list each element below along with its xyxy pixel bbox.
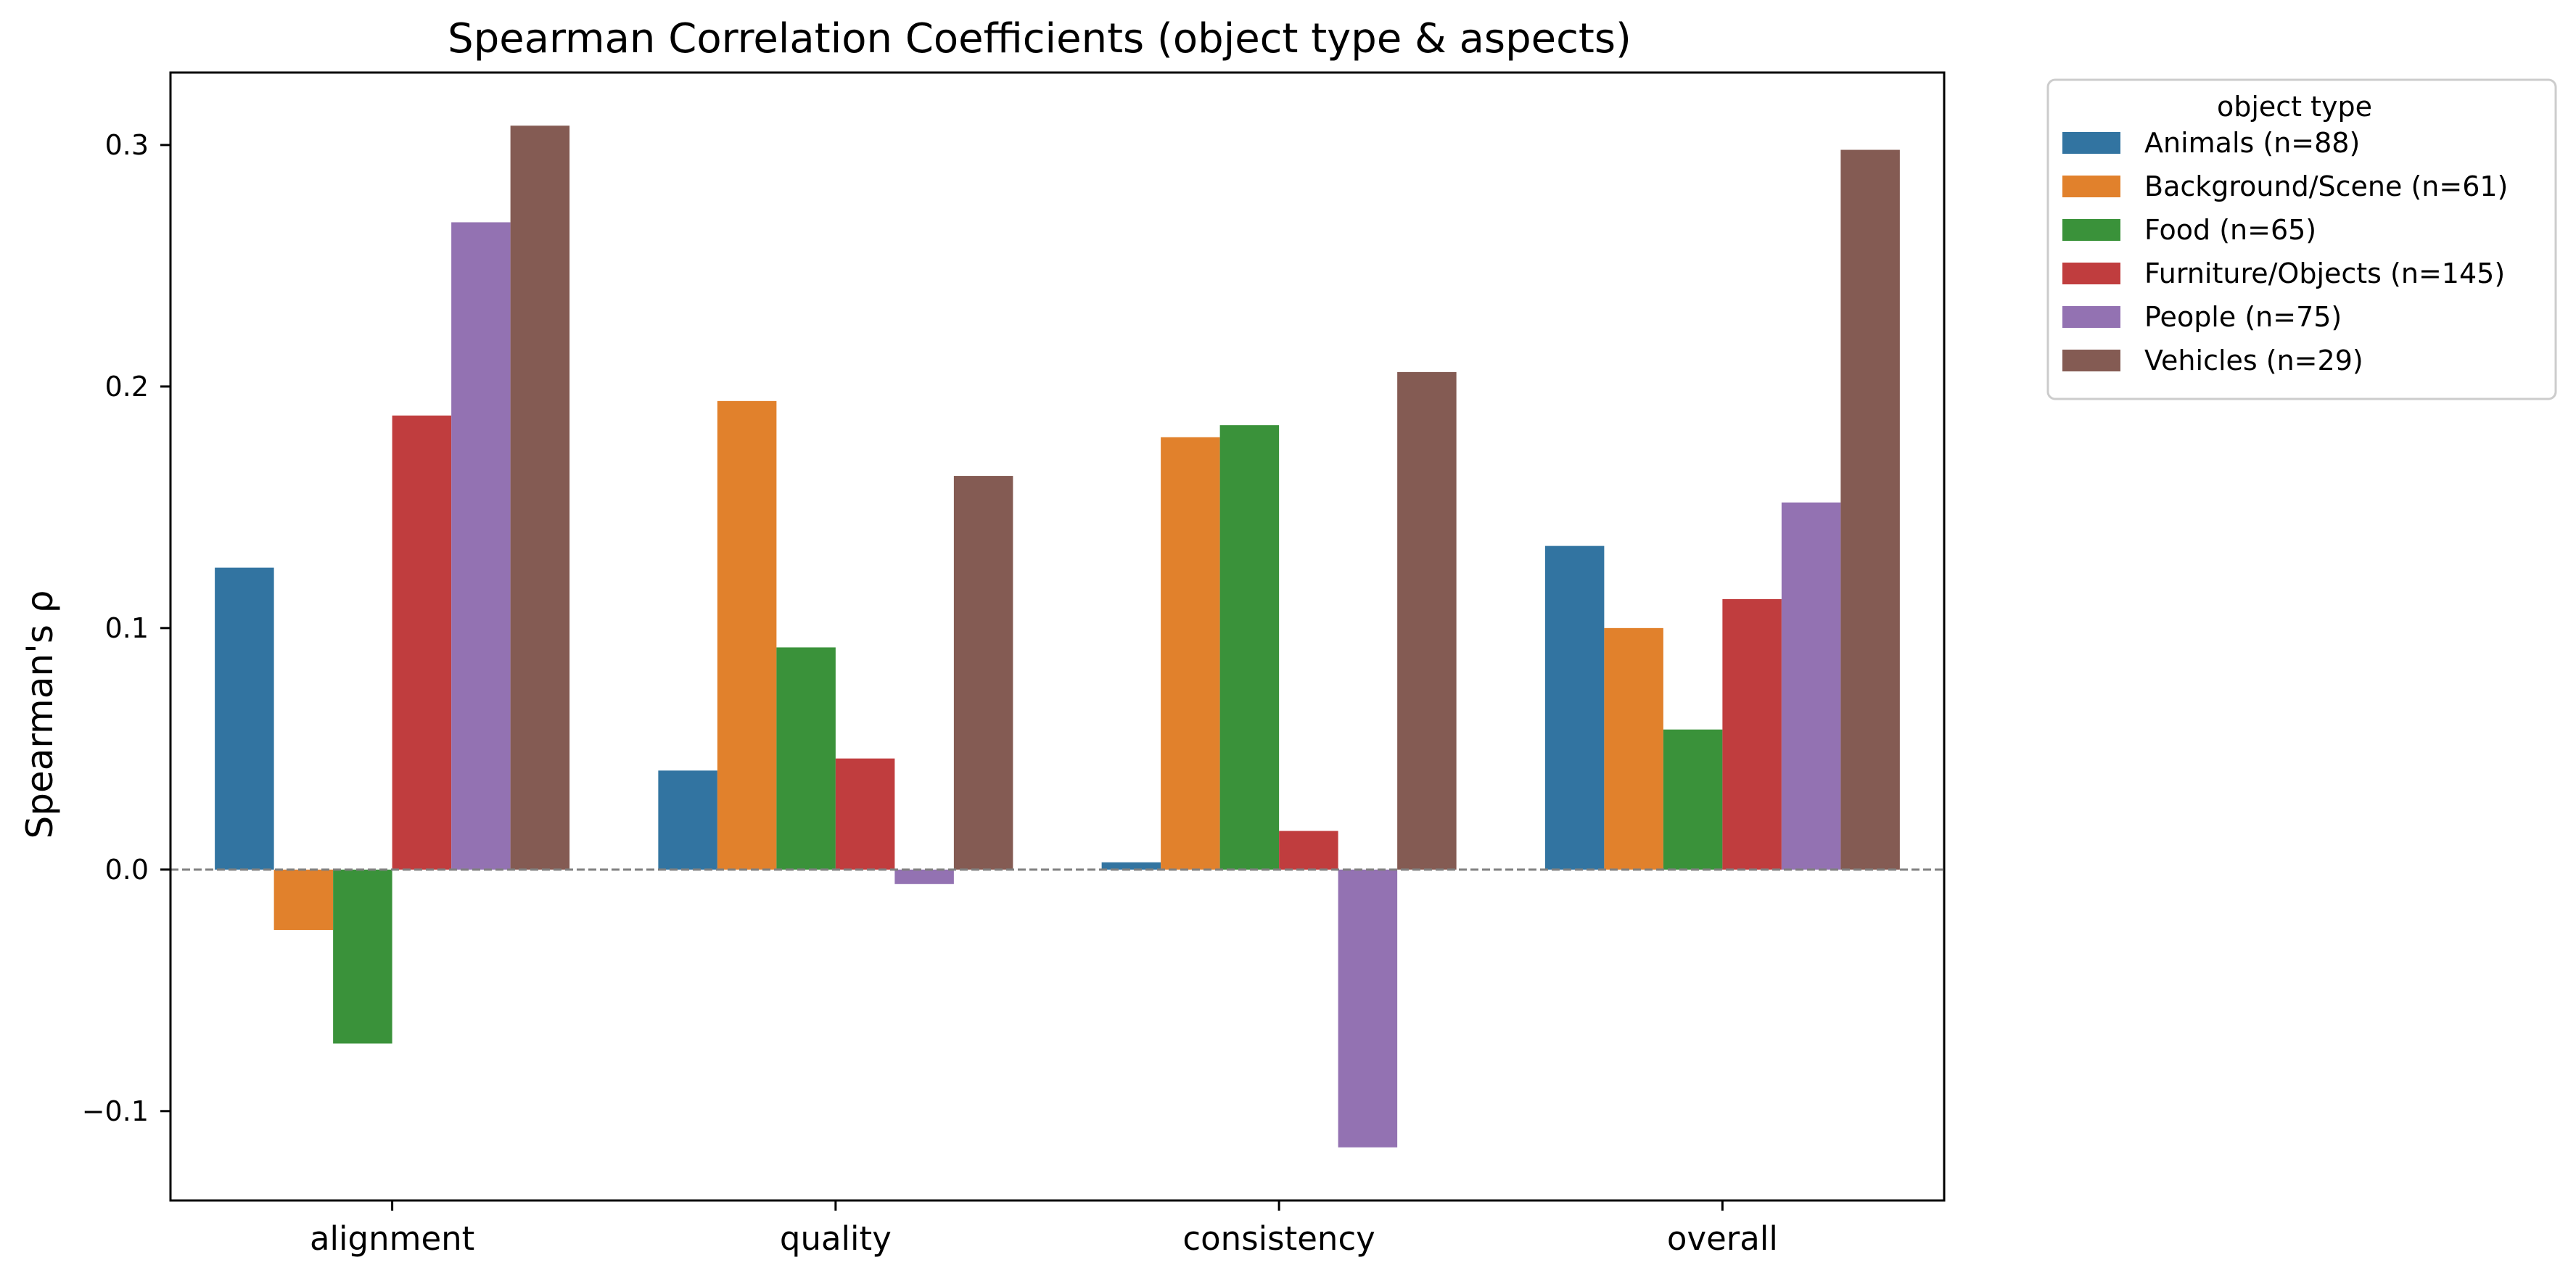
bar: [1101, 862, 1161, 870]
y-tick-label: −0.1: [82, 1095, 149, 1127]
bar: [1161, 437, 1220, 870]
chart-title: Spearman Correlation Coefficients (objec…: [448, 15, 1631, 62]
legend-swatch: [2062, 132, 2120, 154]
x-tick-label: consistency: [1182, 1219, 1375, 1258]
legend-swatch: [2062, 219, 2120, 241]
bar: [451, 222, 511, 870]
bar: [1338, 869, 1398, 1148]
legend-label: Animals (n=88): [2144, 127, 2360, 159]
bar: [273, 869, 334, 931]
legend-label: Background/Scene (n=61): [2144, 170, 2508, 202]
plot-frame: [169, 71, 1946, 1202]
y-tick-label: 0.0: [105, 854, 149, 886]
bar: [1397, 371, 1457, 870]
legend-swatch: [2062, 176, 2120, 197]
bar: [1219, 425, 1280, 870]
bar: [1722, 598, 1782, 870]
axes: −0.1 0.0 0.1 0.2 0.3 alignment quality consiste…: [82, 71, 1946, 1258]
legend-label: Furniture/Objects (n=145): [2144, 258, 2505, 289]
bar: [658, 770, 717, 870]
y-axis-label: Spearman's ρ: [19, 590, 61, 839]
bar: [1604, 627, 1663, 870]
bar: [1840, 149, 1900, 870]
plot-area: [215, 125, 1900, 1148]
legend-swatch: [2062, 350, 2120, 371]
legend-label: Food (n=65): [2144, 214, 2316, 246]
bar: [1279, 831, 1338, 870]
legend-label: Vehicles (n=29): [2144, 345, 2363, 376]
legend-swatch: [2062, 263, 2120, 284]
x-tick-label: alignment: [310, 1219, 474, 1258]
bar: [1544, 545, 1605, 870]
x-tick-label: quality: [780, 1219, 892, 1258]
bar: [776, 647, 836, 870]
bar: [953, 476, 1013, 870]
bar: [717, 400, 777, 870]
y-tick-label: 0.1: [105, 612, 149, 644]
legend-label: People (n=75): [2144, 301, 2342, 333]
bar: [333, 869, 392, 1044]
legend-title: object type: [2217, 91, 2372, 123]
x-tick-label: overall: [1667, 1219, 1778, 1258]
legend-swatch: [2062, 306, 2120, 328]
legend: object type Animals (n=88) Background/Scen…: [2046, 78, 2557, 400]
bar: [215, 567, 274, 870]
bar: [894, 869, 954, 884]
bar: [392, 415, 452, 870]
y-tick-label: 0.2: [105, 371, 149, 403]
bar: [1781, 502, 1841, 870]
legend-box: [2046, 78, 2557, 400]
y-tick-label: 0.3: [105, 129, 149, 161]
bar: [1663, 729, 1723, 870]
bar: [510, 125, 570, 870]
bar: [835, 758, 895, 870]
